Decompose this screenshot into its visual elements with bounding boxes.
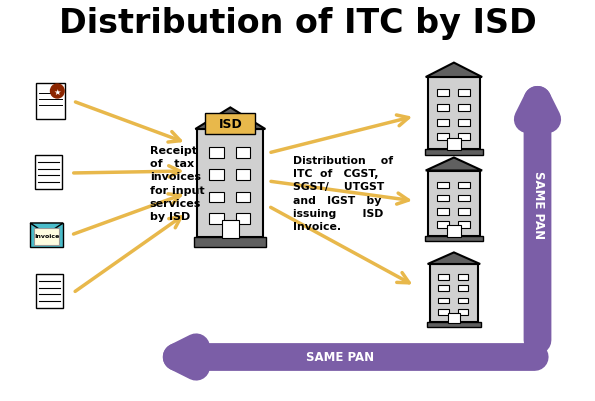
FancyBboxPatch shape <box>458 90 469 97</box>
FancyBboxPatch shape <box>427 322 481 327</box>
FancyBboxPatch shape <box>439 274 449 280</box>
FancyBboxPatch shape <box>222 220 239 239</box>
FancyBboxPatch shape <box>195 237 267 247</box>
FancyBboxPatch shape <box>437 209 449 215</box>
FancyBboxPatch shape <box>209 170 224 180</box>
FancyBboxPatch shape <box>209 148 224 159</box>
FancyBboxPatch shape <box>437 104 449 111</box>
FancyBboxPatch shape <box>425 236 483 242</box>
FancyBboxPatch shape <box>35 156 62 190</box>
FancyBboxPatch shape <box>458 119 469 127</box>
FancyBboxPatch shape <box>437 195 449 202</box>
Text: Invoice: Invoice <box>34 234 60 239</box>
FancyBboxPatch shape <box>437 134 449 141</box>
FancyBboxPatch shape <box>447 138 461 151</box>
FancyBboxPatch shape <box>34 229 60 245</box>
Text: Distribution    of
ITC  of   CGST,
SGST/    UTGST
and   IGST   by
issuing       : Distribution of ITC of CGST, SGST/ UTGST… <box>293 156 393 231</box>
FancyBboxPatch shape <box>458 298 468 304</box>
FancyBboxPatch shape <box>437 222 449 228</box>
FancyBboxPatch shape <box>458 286 468 292</box>
FancyBboxPatch shape <box>425 150 483 156</box>
FancyBboxPatch shape <box>458 209 469 215</box>
FancyBboxPatch shape <box>236 170 250 180</box>
FancyBboxPatch shape <box>439 298 449 304</box>
FancyBboxPatch shape <box>458 222 469 228</box>
FancyBboxPatch shape <box>458 274 468 280</box>
FancyBboxPatch shape <box>458 134 469 141</box>
Polygon shape <box>425 158 482 171</box>
FancyBboxPatch shape <box>439 286 449 292</box>
FancyBboxPatch shape <box>458 310 468 315</box>
FancyBboxPatch shape <box>236 148 250 159</box>
FancyBboxPatch shape <box>236 192 250 203</box>
FancyBboxPatch shape <box>209 192 224 203</box>
Text: ★: ★ <box>54 87 61 96</box>
Text: SAME PAN: SAME PAN <box>532 170 545 239</box>
FancyBboxPatch shape <box>430 264 478 322</box>
FancyBboxPatch shape <box>437 119 449 127</box>
FancyBboxPatch shape <box>428 171 480 236</box>
Text: ISD: ISD <box>218 118 242 131</box>
Polygon shape <box>195 108 265 130</box>
FancyBboxPatch shape <box>36 274 63 308</box>
FancyBboxPatch shape <box>30 223 63 247</box>
FancyBboxPatch shape <box>447 226 461 237</box>
Polygon shape <box>428 253 480 264</box>
FancyBboxPatch shape <box>458 195 469 202</box>
FancyBboxPatch shape <box>458 182 469 188</box>
FancyBboxPatch shape <box>36 84 65 120</box>
Text: SAME PAN: SAME PAN <box>306 350 374 364</box>
FancyBboxPatch shape <box>437 182 449 188</box>
FancyBboxPatch shape <box>439 310 449 315</box>
Text: Distribution of ITC by ISD: Distribution of ITC by ISD <box>58 8 536 41</box>
FancyBboxPatch shape <box>236 214 250 225</box>
FancyBboxPatch shape <box>428 78 480 150</box>
FancyBboxPatch shape <box>198 130 264 237</box>
FancyBboxPatch shape <box>458 104 469 111</box>
FancyBboxPatch shape <box>205 113 255 135</box>
Polygon shape <box>425 63 482 78</box>
Circle shape <box>51 85 64 99</box>
Polygon shape <box>30 223 63 235</box>
FancyBboxPatch shape <box>447 313 460 323</box>
Text: Receipt
of   tax
invoices
for input
services
by ISD: Receipt of tax invoices for input servic… <box>150 146 204 221</box>
FancyBboxPatch shape <box>209 214 224 225</box>
FancyBboxPatch shape <box>437 90 449 97</box>
